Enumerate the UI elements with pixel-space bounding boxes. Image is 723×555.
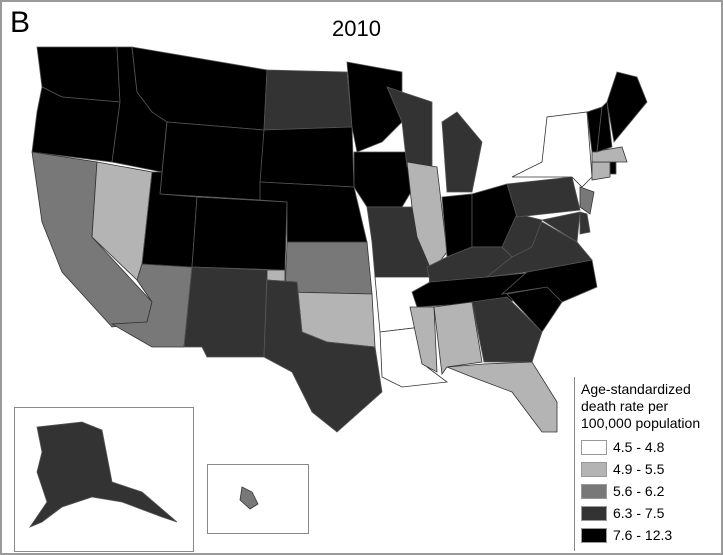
state-nj — [579, 186, 595, 215]
state-tx — [263, 279, 383, 433]
state-hi — [239, 486, 259, 510]
state-ct — [591, 161, 611, 181]
state-nh — [596, 101, 613, 153]
state-ri — [609, 161, 617, 175]
state-ks — [284, 241, 373, 295]
legend-title: Age-standardized death rate per 100,000 … — [581, 381, 721, 432]
state-me — [606, 71, 648, 143]
state-ia — [353, 151, 415, 208]
legend-swatch — [581, 483, 607, 499]
state-nd — [263, 69, 353, 131]
legend-swatch — [581, 461, 607, 477]
state-de — [579, 211, 591, 235]
legend-item: 6.3 - 7.5 — [581, 504, 721, 522]
legend-swatch — [581, 505, 607, 521]
state-wy — [159, 121, 265, 201]
legend-title-line: death rate per — [581, 398, 669, 414]
legend-label: 6.3 - 7.5 — [613, 505, 665, 521]
legend-swatch — [581, 439, 607, 455]
state-nm — [183, 266, 268, 358]
state-la — [379, 326, 449, 388]
state-mn — [346, 61, 403, 153]
panel-label: B — [10, 6, 31, 39]
state-al — [433, 301, 483, 376]
state-in — [441, 193, 473, 258]
state-ms — [409, 306, 438, 373]
legend-title-line: 100,000 population — [581, 415, 701, 431]
legend-item: 5.6 - 6.2 — [581, 482, 721, 500]
hawaii-inset — [207, 464, 309, 534]
state-sd — [259, 126, 355, 188]
state-ny — [511, 111, 593, 188]
legend-label: 5.6 - 6.2 — [613, 483, 665, 499]
legend-label: 4.9 - 5.5 — [613, 461, 665, 477]
state-co — [191, 196, 288, 271]
state-ga — [471, 296, 543, 363]
legend-item: 7.6 - 12.3 — [581, 526, 721, 544]
legend-title-line: Age-standardized — [581, 381, 691, 397]
legend-swatch — [581, 527, 607, 543]
state-mi — [441, 111, 483, 193]
state-pa — [506, 176, 581, 218]
legend-label: 7.6 - 12.3 — [613, 527, 673, 543]
state-fl — [446, 361, 558, 433]
legend-item: 4.5 - 4.8 — [581, 438, 721, 456]
legend-label: 4.5 - 4.8 — [613, 439, 665, 455]
state-md — [540, 211, 581, 243]
state-va — [485, 221, 593, 278]
map-title: 2010 — [332, 16, 381, 41]
legend-item: 4.9 - 5.5 — [581, 460, 721, 478]
legend: Age-standardized death rate per 100,000 … — [574, 377, 721, 551]
state-wv — [501, 213, 543, 258]
state-ak — [28, 421, 178, 528]
